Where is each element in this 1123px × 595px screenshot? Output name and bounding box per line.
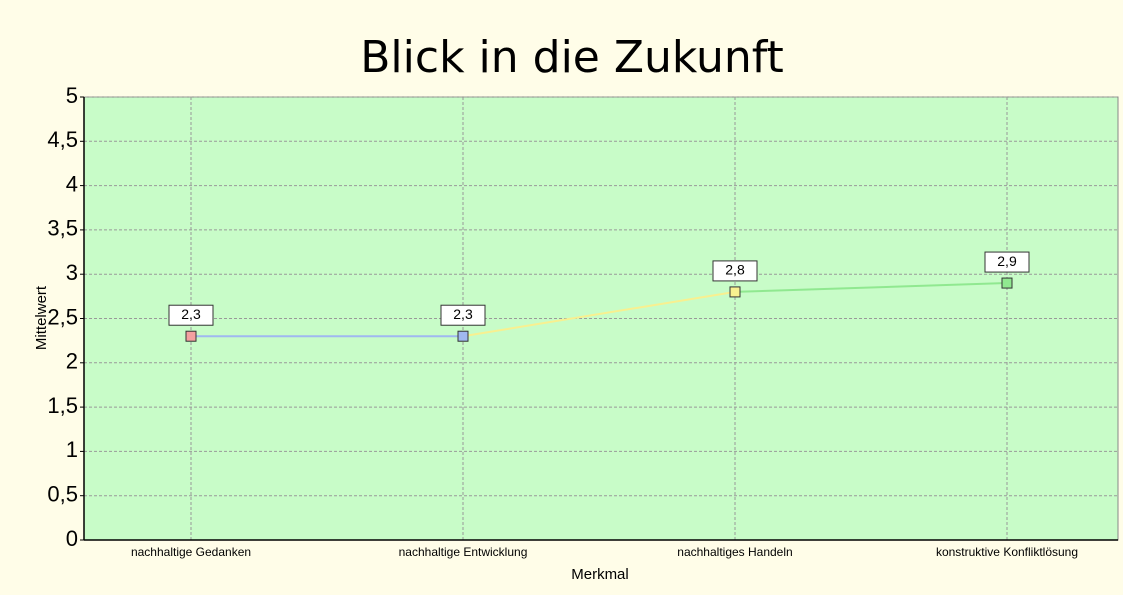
y-tick-label: 0 (66, 526, 78, 551)
data-label: 2,3 (453, 306, 473, 322)
y-tick-label: 4,5 (47, 127, 78, 152)
data-label-box (440, 304, 486, 326)
point (729, 286, 741, 298)
y-axis-label: Mittelwert (33, 285, 50, 350)
data-label-box (984, 251, 1030, 273)
data-label: 2,8 (725, 262, 745, 278)
x-tick-label: konstruktive Konfliktlösung (936, 545, 1078, 559)
y-tick-label: 3,5 (47, 216, 78, 241)
y-tick-label: 5 (66, 83, 78, 108)
data-label-box (712, 260, 758, 282)
x-axis-label: Merkmal (571, 566, 629, 583)
point (185, 330, 197, 342)
point (457, 330, 469, 342)
x-tick-label: nachhaltige Gedanken (131, 545, 251, 559)
y-tick-label: 1,5 (47, 393, 78, 418)
data-label: 2,9 (997, 253, 1017, 269)
line-segment (734, 282, 1008, 293)
point (1001, 277, 1013, 289)
x-tick-label: nachhaltiges Handeln (677, 545, 792, 559)
y-tick-label: 1 (66, 437, 78, 462)
chart-title: Blick in die Zukunft (360, 32, 784, 83)
y-tick-label: 2 (66, 349, 78, 374)
y-tick-label: 3 (66, 260, 78, 285)
y-tick-label: 4 (66, 171, 78, 196)
data-label: 2,3 (181, 306, 201, 322)
data-label-box (168, 304, 214, 326)
line-segment (462, 290, 736, 338)
y-tick-label: 2,5 (47, 304, 78, 329)
y-tick-label: 0,5 (47, 482, 78, 507)
x-tick-label: nachhaltige Entwicklung (399, 545, 528, 559)
